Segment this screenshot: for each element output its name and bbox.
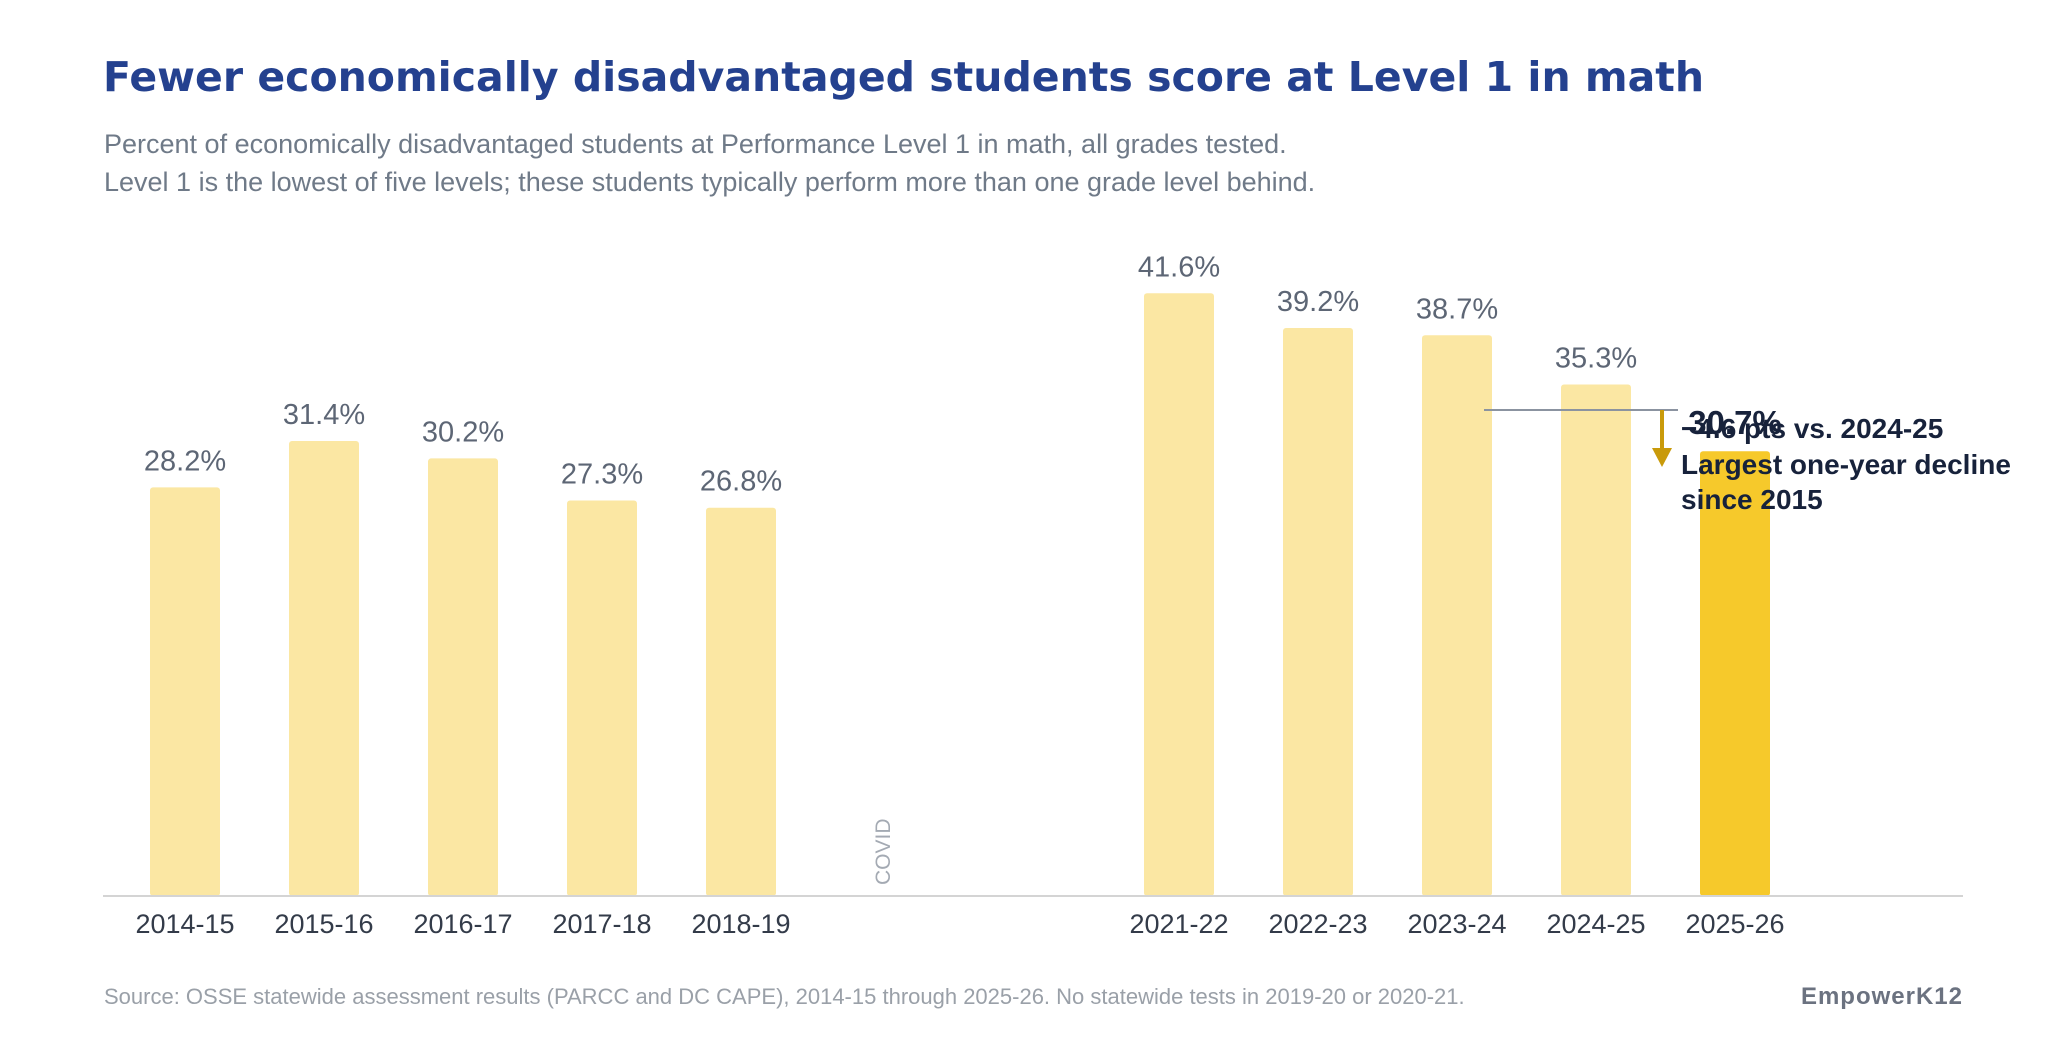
x-tick-label-2025-26: 2025-26 — [1685, 909, 1784, 939]
brand-logo-text: EmpowerK12 — [1801, 983, 1963, 1010]
bar-2018-19 — [706, 507, 776, 896]
x-tick-label-2015-16: 2015-16 — [274, 909, 373, 939]
x-tick-label-2023-24: 2023-24 — [1407, 909, 1506, 939]
bar-2021-22 — [1144, 293, 1214, 896]
covid-gap-label: COVID — [872, 818, 895, 885]
value-label-2024-25: 35.3% — [1555, 343, 1637, 375]
bar-2015-16 — [289, 441, 359, 896]
value-label-2017-18: 27.3% — [561, 458, 643, 490]
x-tick-label-2018-19: 2018-19 — [691, 909, 790, 939]
bars-layer — [150, 293, 1770, 897]
chart-title: Fewer economically disadvantaged student… — [103, 53, 1704, 101]
annotation-layer: −4.6 pts vs. 2024-25 Largest one-year de… — [1484, 409, 2011, 515]
decline-arrow-head — [1652, 448, 1672, 467]
value-label-2014-15: 28.2% — [144, 445, 226, 477]
x-tick-label-2022-23: 2022-23 — [1268, 909, 1367, 939]
value-label-2021-22: 41.6% — [1138, 251, 1220, 283]
value-labels-layer: 28.2% 31.4% 30.2% 27.3% 26.8% 41.6% 39.2% 38.7%… — [144, 251, 1782, 497]
chart-subtitle-line-2: Level 1 is the lowest of five levels; th… — [104, 167, 1315, 197]
bar-2022-23 — [1283, 328, 1353, 897]
bar-2023-24 — [1422, 335, 1492, 896]
value-label-2016-17: 30.2% — [422, 416, 504, 448]
value-label-2022-23: 39.2% — [1277, 286, 1359, 318]
x-tick-label-2021-22: 2021-22 — [1129, 909, 1228, 939]
x-tick-label-2016-17: 2016-17 — [413, 909, 512, 939]
tick-labels-layer: 2014-15 2015-16 2016-17 2017-18 2018-19 2021-… — [135, 909, 1784, 939]
value-label-2015-16: 31.4% — [283, 399, 365, 431]
chart-subtitle-line-1: Percent of economically disadvantaged st… — [104, 129, 1287, 159]
x-tick-label-2017-18: 2017-18 — [552, 909, 651, 939]
value-label-2023-24: 38.7% — [1416, 293, 1498, 325]
annotation-line-2: Largest one-year decline — [1681, 449, 2011, 480]
bar-2014-15 — [150, 487, 220, 896]
bar-2025-26 — [1700, 451, 1770, 896]
bar-2024-25 — [1561, 384, 1631, 896]
bar-2016-17 — [428, 458, 498, 896]
value-label-2025-26: 30.7% — [1688, 404, 1782, 441]
annotation-line-1: −4.6 pts vs. 2024-25 — [1681, 413, 1943, 444]
bar-2017-18 — [567, 500, 637, 896]
value-label-2018-19: 26.8% — [700, 466, 782, 498]
x-tick-label-2014-15: 2014-15 — [135, 909, 234, 939]
annotation-line-3: since 2015 — [1681, 484, 1823, 515]
x-tick-label-2024-25: 2024-25 — [1546, 909, 1645, 939]
source-note: Source: OSSE statewide assessment result… — [104, 984, 1465, 1009]
